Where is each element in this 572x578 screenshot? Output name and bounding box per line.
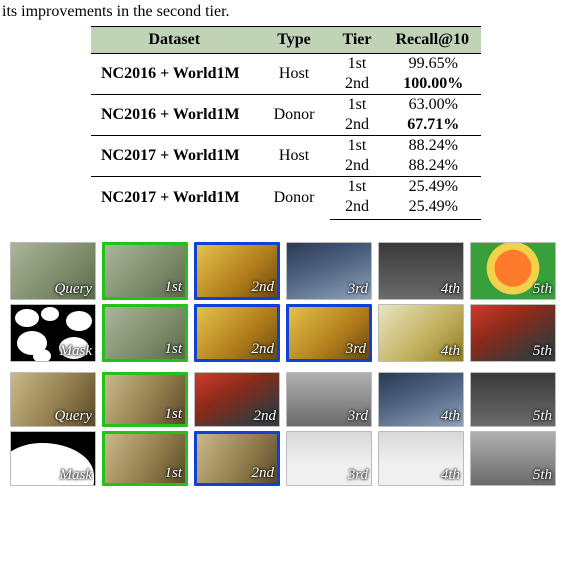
thumb: 4th bbox=[378, 304, 464, 362]
thumb: 3rd bbox=[286, 372, 372, 427]
cell-tier: 2nd bbox=[330, 156, 383, 177]
thumb-label: 4th bbox=[441, 409, 460, 424]
thumb-row: Mask 1st 2nd 3rd 4th 5th bbox=[10, 304, 562, 362]
cell-tier: 1st bbox=[330, 136, 383, 157]
thumb: 3rd bbox=[286, 431, 372, 486]
cell-type: Host bbox=[258, 136, 331, 177]
cell-recall: 25.49% bbox=[384, 177, 482, 198]
table-row: NC2016 + World1MDonor1st63.00% bbox=[91, 95, 481, 116]
thumb: 1st bbox=[102, 431, 188, 486]
thumb-group: Query 1st 2nd 3rd 4th 5th Mask 1st 2nd 3rd 4th 5th bbox=[10, 372, 562, 486]
thumb-label: 1st bbox=[164, 466, 182, 481]
cell-tier: 1st bbox=[330, 54, 383, 75]
cell-type: Donor bbox=[258, 177, 331, 220]
thumb-label: 5th bbox=[533, 282, 552, 297]
thumb: 5th bbox=[470, 304, 556, 362]
cell-tier: 1st bbox=[330, 95, 383, 116]
col-dataset: Dataset bbox=[91, 27, 258, 54]
cell-recall: 88.24% bbox=[384, 156, 482, 177]
col-recall: Recall@10 bbox=[384, 27, 482, 54]
thumb-label: Query bbox=[55, 409, 93, 424]
table-row: NC2017 + World1MHost1st88.24% bbox=[91, 136, 481, 157]
thumb: 5th bbox=[470, 242, 556, 300]
thumb-row: Mask 1st 2nd 3rd 4th 5th bbox=[10, 431, 562, 486]
thumb-label: 5th bbox=[533, 468, 552, 483]
thumb: 2nd bbox=[194, 372, 280, 427]
cell-dataset: NC2017 + World1M bbox=[91, 136, 258, 177]
thumb-label: 3rd bbox=[346, 342, 366, 357]
thumb: 4th bbox=[378, 431, 464, 486]
thumb-label: 1st bbox=[164, 342, 182, 357]
cell-dataset: NC2016 + World1M bbox=[91, 95, 258, 136]
cell-dataset: NC2016 + World1M bbox=[91, 54, 258, 95]
cell-recall: 67.71% bbox=[384, 115, 482, 136]
thumb-label: 4th bbox=[441, 282, 460, 297]
thumb-label: 5th bbox=[533, 344, 552, 359]
cell-recall: 25.49% bbox=[384, 197, 482, 220]
thumb-label: Query bbox=[55, 282, 93, 297]
cell-tier: 2nd bbox=[330, 197, 383, 220]
thumb: 1st bbox=[102, 372, 188, 427]
thumb: Query bbox=[10, 372, 96, 427]
thumb: 1st bbox=[102, 304, 188, 362]
cell-tier: 1st bbox=[330, 177, 383, 198]
thumb: 2nd bbox=[194, 431, 280, 486]
thumb: 3rd bbox=[286, 304, 372, 362]
thumb: 2nd bbox=[194, 304, 280, 362]
thumb-label: 3rd bbox=[348, 468, 368, 483]
thumb-row: Query 1st 2nd 3rd 4th 5th bbox=[10, 242, 562, 300]
cell-dataset: NC2017 + World1M bbox=[91, 177, 258, 220]
cell-type: Donor bbox=[258, 95, 331, 136]
results-table: Dataset Type Tier Recall@10 NC2016 + Wor… bbox=[91, 26, 481, 220]
thumb: 1st bbox=[102, 242, 188, 300]
thumb: Mask bbox=[10, 304, 96, 362]
thumb: Mask bbox=[10, 431, 96, 486]
thumb-label: 4th bbox=[441, 468, 460, 483]
caption-fragment: its improvements in the second tier. bbox=[0, 0, 572, 22]
thumb-label: Mask bbox=[60, 344, 93, 359]
cell-type: Host bbox=[258, 54, 331, 95]
cell-tier: 2nd bbox=[330, 74, 383, 95]
cell-recall: 99.65% bbox=[384, 54, 482, 75]
thumb-label: 2nd bbox=[252, 342, 275, 357]
thumb-label: 1st bbox=[164, 407, 182, 422]
table-row: NC2017 + World1MDonor1st25.49% bbox=[91, 177, 481, 198]
cell-recall: 100.00% bbox=[384, 74, 482, 95]
thumb-label: 3rd bbox=[348, 409, 368, 424]
thumb-label: 3rd bbox=[348, 282, 368, 297]
thumb: Query bbox=[10, 242, 96, 300]
col-tier: Tier bbox=[330, 27, 383, 54]
thumb-label: 4th bbox=[441, 344, 460, 359]
thumb-label: 2nd bbox=[252, 280, 275, 295]
thumb-label: 1st bbox=[164, 280, 182, 295]
thumb: 5th bbox=[470, 372, 556, 427]
thumb-label: Mask bbox=[60, 468, 93, 483]
thumbnail-grid: Query1st2nd3rd4th5thMask1st2nd3rd4th5thQ… bbox=[10, 242, 562, 486]
cell-recall: 88.24% bbox=[384, 136, 482, 157]
table-row: NC2016 + World1MHost1st99.65% bbox=[91, 54, 481, 75]
thumb: 5th bbox=[470, 431, 556, 486]
thumb-group: Query 1st 2nd 3rd 4th 5th Mask 1st 2nd 3rd 4th 5th bbox=[10, 242, 562, 362]
cell-tier: 2nd bbox=[330, 115, 383, 136]
thumb: 2nd bbox=[194, 242, 280, 300]
thumb-label: 5th bbox=[533, 409, 552, 424]
thumb-row: Query 1st 2nd 3rd 4th 5th bbox=[10, 372, 562, 427]
thumb: 3rd bbox=[286, 242, 372, 300]
table-header-row: Dataset Type Tier Recall@10 bbox=[91, 27, 481, 54]
col-type: Type bbox=[258, 27, 331, 54]
thumb-label: 2nd bbox=[254, 409, 277, 424]
cell-recall: 63.00% bbox=[384, 95, 482, 116]
thumb: 4th bbox=[378, 242, 464, 300]
thumb-label: 2nd bbox=[252, 466, 275, 481]
thumb: 4th bbox=[378, 372, 464, 427]
